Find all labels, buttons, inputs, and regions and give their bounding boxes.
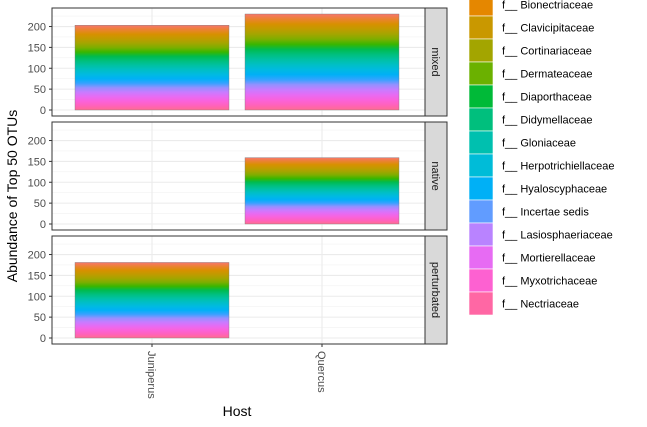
legend-item: f__ Diaporthaceae	[468, 84, 592, 109]
bar-juniperus-perturbated	[74, 262, 230, 339]
legend-label: f__ Dermateaceae	[502, 69, 593, 81]
facet-strip	[424, 121, 448, 231]
legend-key	[468, 107, 494, 132]
legend-item: f__ Nectriaceae	[468, 291, 579, 316]
panel-mixed: 0 50 100 150 200 mixed	[28, 7, 448, 117]
x-axis: Juniperus Quercus	[145, 344, 327, 399]
legend-item: f__ Clavicipitaceae	[468, 15, 594, 40]
y-tick-label: 100	[28, 291, 46, 303]
legend-item: f__ Hyaloscyphaceae	[468, 176, 607, 201]
legend-item: f__ Myxotrichaceae	[468, 268, 597, 293]
legend-label: f__ Lasiosphaeriaceae	[502, 230, 613, 242]
legend-label: f__ Herpotrichiellaceae	[502, 161, 615, 173]
panels: 0 50 100 150 200 mixed 0 50 100 150 200 native 0 50 10…	[28, 7, 448, 345]
legend-key	[468, 130, 494, 155]
legend-item: f__ Cortinariaceae	[468, 38, 592, 63]
panel-native: 0 50 100 150 200 native	[28, 121, 448, 231]
legend: f__ Bionectriaceae f__ Clavicipitaceae f__…	[468, 0, 615, 316]
legend-label: f__ Hyaloscyphaceae	[502, 184, 607, 196]
y-tick-label: 100	[28, 63, 46, 75]
legend-key	[468, 0, 494, 17]
y-tick-label: 50	[34, 198, 46, 210]
legend-key	[468, 176, 494, 201]
legend-key	[468, 199, 494, 224]
x-tick-label: Quercus	[315, 351, 327, 393]
legend-item: f__ Incertae sedis	[468, 199, 589, 224]
legend-item: f__ Gloniaceae	[468, 130, 576, 155]
y-tick-label: 200	[28, 22, 46, 34]
facet-strip	[424, 7, 448, 117]
y-tick-label: 50	[34, 84, 46, 96]
y-axis-title: Abundance of Top 50 OTUs	[4, 110, 20, 283]
legend-label: f__ Incertae sedis	[502, 207, 589, 219]
legend-key	[468, 61, 494, 86]
legend-key	[468, 38, 494, 63]
legend-key	[468, 84, 494, 109]
bar-quercus-mixed	[244, 13, 400, 111]
legend-key	[468, 245, 494, 270]
panel-perturbated: 0 50 100 150 200 perturbated	[28, 235, 448, 345]
y-tick-label: 150	[28, 156, 46, 168]
legend-label: f__ Diaporthaceae	[502, 92, 592, 104]
legend-label: f__ Clavicipitaceae	[502, 23, 594, 35]
legend-key	[468, 268, 494, 293]
bar-quercus-native	[244, 157, 400, 225]
legend-item: f__ Dermateaceae	[468, 61, 593, 86]
legend-item: f__ Didymellaceae	[468, 107, 593, 132]
y-tick-label: 0	[40, 219, 46, 231]
y-tick-label: 50	[34, 312, 46, 324]
legend-label: f__ Myxotrichaceae	[502, 276, 597, 288]
y-tick-label: 150	[28, 42, 46, 54]
y-tick-label: 100	[28, 177, 46, 189]
legend-item: f__ Herpotrichiellaceae	[468, 153, 615, 178]
legend-label: f__ Bionectriaceae	[502, 0, 593, 12]
y-tick-label: 0	[40, 105, 46, 117]
legend-label: f__ Mortierellaceae	[502, 253, 596, 265]
legend-key	[468, 291, 494, 316]
legend-label: f__ Gloniaceae	[502, 138, 576, 150]
facet-strip-label: mixed	[429, 47, 441, 76]
y-tick-label: 0	[40, 333, 46, 345]
facet-strip	[424, 235, 448, 345]
legend-key	[468, 153, 494, 178]
bar-juniperus-mixed	[74, 25, 230, 111]
legend-label: f__ Nectriaceae	[502, 299, 579, 311]
y-tick-label: 150	[28, 270, 46, 282]
x-tick-label: Juniperus	[145, 351, 157, 399]
legend-label: f__ Cortinariaceae	[502, 46, 592, 58]
legend-key	[468, 222, 494, 247]
legend-item: f__ Bionectriaceae	[468, 0, 593, 17]
legend-label: f__ Didymellaceae	[502, 115, 593, 127]
facet-strip-label: native	[429, 161, 441, 190]
x-axis-title: Host	[223, 403, 252, 419]
y-tick-label: 200	[28, 250, 46, 262]
legend-key	[468, 15, 494, 40]
legend-item: f__ Lasiosphaeriaceae	[468, 222, 613, 247]
y-tick-label: 200	[28, 136, 46, 148]
facet-strip-label: perturbated	[429, 262, 441, 318]
legend-item: f__ Mortierellaceae	[468, 245, 596, 270]
